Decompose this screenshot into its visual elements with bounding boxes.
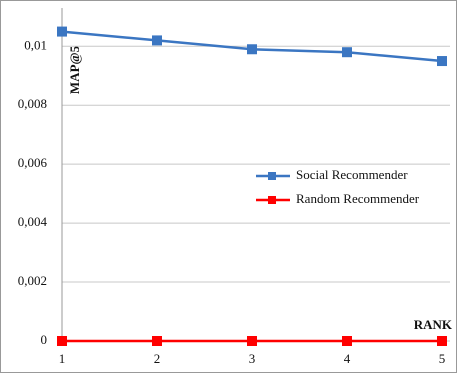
legend-label: Random Recommender (296, 191, 420, 206)
y-tick-label: 0,006 (18, 155, 48, 170)
x-tick-label: 1 (59, 351, 66, 366)
x-tick-label: 5 (439, 351, 446, 366)
point (57, 336, 67, 346)
y-tick-label: 0,008 (18, 96, 47, 111)
legend-marker (268, 196, 276, 204)
point (247, 44, 257, 55)
point (152, 336, 162, 346)
x-tick-label: 3 (249, 351, 256, 366)
x-axis-label: RANK (414, 317, 453, 332)
legend-label: Social Recommender (296, 167, 408, 182)
point (342, 336, 352, 346)
y-tick-label: 0,002 (18, 273, 47, 288)
point (152, 35, 162, 46)
point (247, 336, 257, 346)
x-tick-label: 2 (154, 351, 161, 366)
x-tick-label: 4 (344, 351, 351, 366)
point (342, 47, 352, 58)
point (437, 56, 447, 67)
legend-marker (268, 172, 276, 180)
y-tick-label: 0,004 (18, 214, 48, 229)
y-tick-label: 0,01 (24, 37, 47, 52)
point (437, 336, 447, 346)
y-tick-label: 0 (41, 332, 48, 347)
point (57, 26, 67, 37)
y-axis-label: MAP@5 (67, 45, 82, 94)
